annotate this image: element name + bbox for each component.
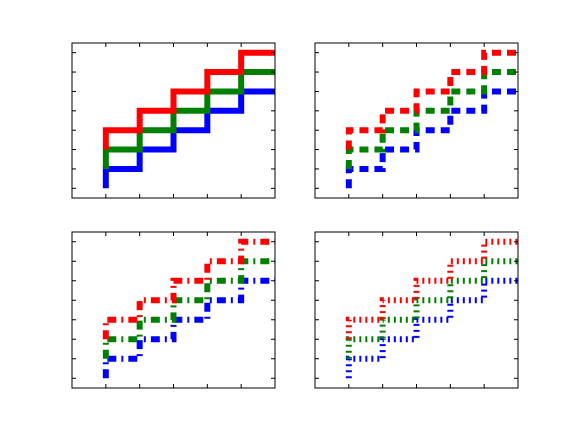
axes-4-dotted [315,232,518,388]
series-line-2 [349,72,518,169]
series-line-3 [106,53,275,150]
axes-frame [315,43,518,198]
axes-2-dashed [315,43,518,198]
axes-frame [315,232,518,388]
axes-frame [72,232,275,388]
series-line-2 [106,72,275,169]
series-line-2 [106,261,275,359]
series-line-3 [349,53,518,150]
plot-area [349,53,518,189]
plot-area [106,53,275,189]
series-line-1 [106,91,275,188]
plot-area [349,242,518,379]
plot-area [106,242,275,379]
axes-3-dashdot [72,232,275,388]
series-line-3 [349,242,518,340]
series-line-1 [349,281,518,379]
series-line-1 [106,281,275,379]
series-line-2 [349,261,518,359]
axes-1-solid [72,43,275,198]
series-line-3 [106,242,275,340]
series-line-1 [349,91,518,188]
